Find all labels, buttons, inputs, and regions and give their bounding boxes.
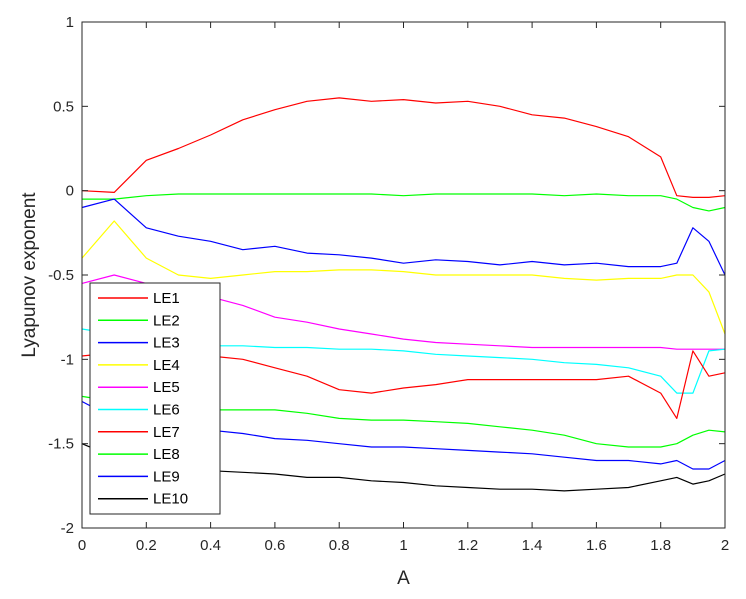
legend-label-le8: LE8 xyxy=(153,446,180,463)
x-tick-label: 2 xyxy=(721,537,729,554)
legend-label-le5: LE5 xyxy=(153,379,180,396)
x-tick-label: 1.8 xyxy=(650,537,671,554)
legend-label-le7: LE7 xyxy=(153,424,180,441)
legend-box xyxy=(89,282,221,515)
x-tick-label: 0.2 xyxy=(136,537,157,554)
legend-label-le2: LE2 xyxy=(153,312,180,329)
x-tick-label: 0.4 xyxy=(200,537,221,554)
y-axis-label: Lyapunov exponent xyxy=(19,192,40,358)
legend-label-le6: LE6 xyxy=(153,402,180,419)
legend-label-le3: LE3 xyxy=(153,335,180,352)
x-axis-label: A xyxy=(397,568,410,589)
y-tick-label: -2 xyxy=(61,520,74,537)
y-axis: 1 0.5 0 -0.5 -1 -1.5 -2 xyxy=(48,14,725,537)
x-tick-label: 1.6 xyxy=(586,537,607,554)
x-axis: 0 0.2 0.4 0.6 0.8 1 1.2 1.4 1.6 1.8 2 xyxy=(78,22,729,554)
y-tick-label: -1 xyxy=(61,351,74,368)
series-line-le3 xyxy=(81,198,726,276)
y-tick-label: -1.5 xyxy=(48,436,74,453)
x-tick-label: 1.2 xyxy=(457,537,478,554)
legend-label-le1: LE1 xyxy=(153,290,180,307)
y-tick-label: 1 xyxy=(66,14,74,31)
x-tick-label: 0.6 xyxy=(264,537,285,554)
legend: LE1 LE2 LE3 LE4 LE5 LE6 LE7 LE8 LE9 LE10 xyxy=(89,282,221,515)
series-line-le1 xyxy=(81,97,726,198)
y-tick-label: 0 xyxy=(66,183,74,200)
x-tick-label: 1.4 xyxy=(522,537,543,554)
x-tick-label: 1 xyxy=(399,537,407,554)
legend-label-le9: LE9 xyxy=(153,468,180,485)
legend-label-le10: LE10 xyxy=(153,491,188,508)
x-tick-label: 0.8 xyxy=(329,537,350,554)
legend-label-le4: LE4 xyxy=(153,357,180,374)
y-tick-label: -0.5 xyxy=(48,267,74,284)
y-tick-label: 0.5 xyxy=(53,98,74,115)
series-line-le4 xyxy=(81,220,726,335)
series-line-le2 xyxy=(82,193,726,212)
x-tick-label: 0 xyxy=(78,537,86,554)
